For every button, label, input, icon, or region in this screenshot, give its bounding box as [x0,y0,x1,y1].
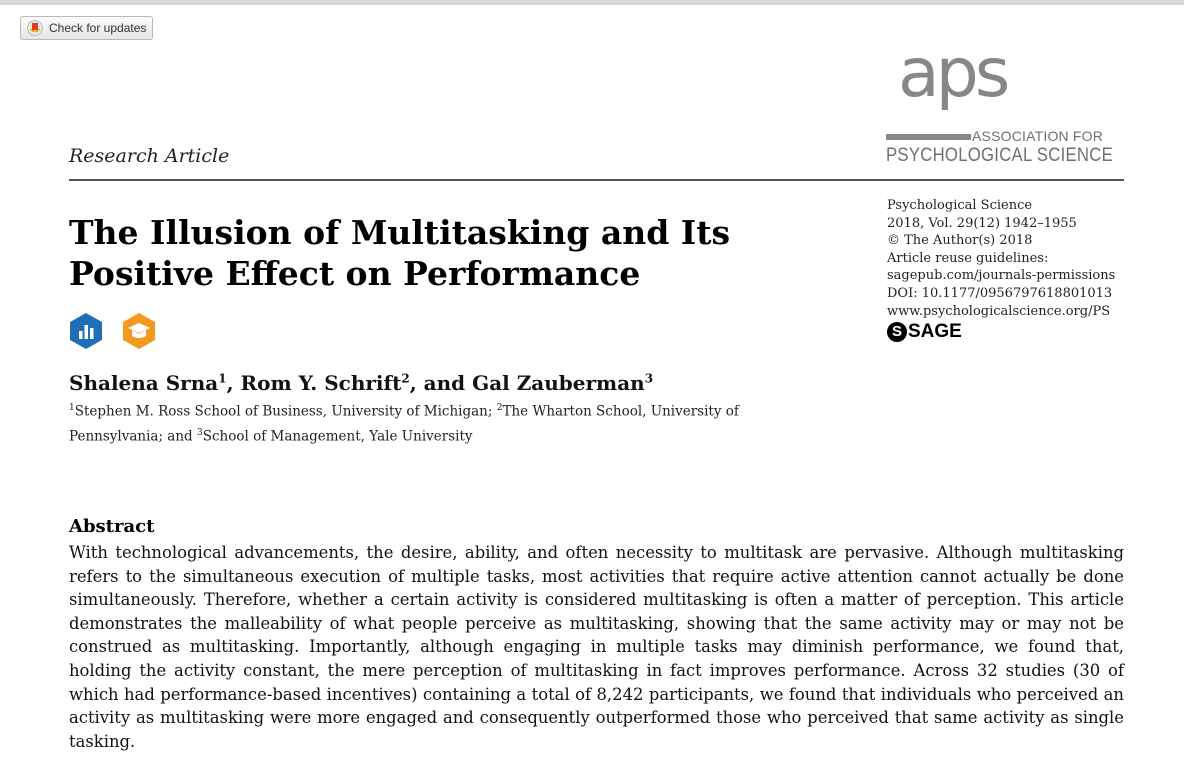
author-affiliation-marker: 1 [218,371,227,386]
abstract-heading: Abstract [69,516,155,537]
open-science-badges [68,312,157,350]
open-data-badge-icon[interactable] [68,312,104,350]
author-separator: , and [409,371,473,395]
affiliation-marker: 3 [196,427,203,438]
affiliation-marker: 2 [496,403,503,413]
top-border [0,0,1184,5]
journal-info: Psychological Science 2018, Vol. 29(12) … [887,197,1127,343]
affiliation-marker: 1 [69,403,75,413]
author-list: Shalena Srna1, Rom Y. Schrift2, and Gal … [69,371,653,395]
article-title: The Illusion of Multitasking and Its Pos… [69,213,731,293]
author-affiliation-marker: 3 [644,371,654,386]
sage-logo-text: SAGE [908,321,962,343]
aps-logo-rule [886,134,971,140]
journal-doi[interactable]: DOI: 10.1177/0956797618801013 [887,285,1113,301]
affiliation-text: School of Management, Yale University [202,428,473,444]
open-materials-badge-icon[interactable] [121,312,157,350]
aps-logo-line1: ASSOCIATION FOR [972,128,1104,144]
check-for-updates-button[interactable]: Check for updates [20,16,153,40]
abstract-text: With technological advancements, the des… [69,543,1124,751]
author-name: Rom Y. Schrift [240,371,402,395]
author-name: Gal Zauberman [472,371,645,395]
aps-logo-word: aps [898,34,1010,113]
journal-copyright: © The Author(s) 2018 [887,233,1033,249]
author-name: Shalena Srna [69,371,219,395]
header-divider [69,179,1124,181]
sage-s-icon: S [887,322,907,343]
article-type: Research Article [69,145,230,167]
reuse-guidelines-label: Article reuse guidelines: [887,250,1049,266]
affiliation-text: Stephen M. Ross School of Business, Univ… [74,403,497,420]
aps-logo: aps ASSOCIATION FOR PSYCHOLOGICAL SCIENC… [880,40,1113,170]
journal-volume: 2018, Vol. 29(12) 1942–1955 [887,215,1077,231]
aps-logo-line2: PSYCHOLOGICAL SCIENCE [886,145,1113,166]
journal-name: Psychological Science [887,198,1033,213]
sage-logo: S SAGE [887,321,1127,343]
author-affiliation-marker: 2 [401,371,410,386]
author-affiliations: 1Stephen M. Ross School of Business, Uni… [69,398,769,447]
reuse-guidelines-link[interactable]: sagepub.com/journals-permissions [887,268,1116,284]
author-separator: , [226,371,241,395]
check-for-updates-label: Check for updates [49,21,147,35]
crossmark-icon [27,20,43,36]
affiliation-text: The Wharton School, University of Pennsy… [69,403,739,445]
journal-url[interactable]: www.psychologicalscience.org/PS [887,303,1111,319]
